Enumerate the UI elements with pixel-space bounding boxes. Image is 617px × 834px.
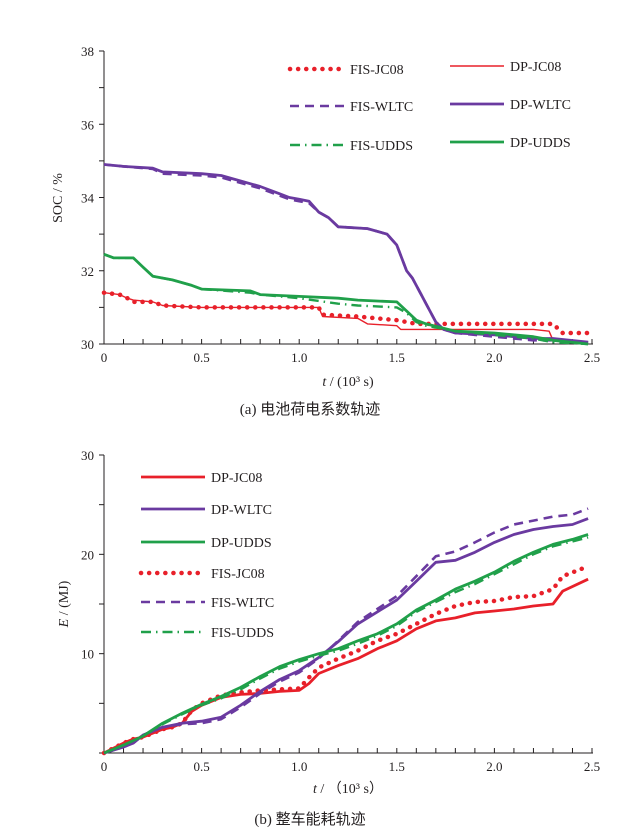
energy-x-axis-unit: / （10³ s） [317,781,383,797]
energy-x-axis-title: t / （10³ s） [313,781,383,797]
energy-legend-label: FIS-WLTC [211,596,274,611]
energy-series-fis-udds [103,536,589,755]
soc-y-tick-label: 36 [81,117,95,132]
energy-y-tick-label: 10 [81,647,94,662]
energy-series-dp-wltc [103,517,589,755]
energy-x-tick-label: 1.5 [389,759,405,774]
soc-x-tick-label: 1.5 [389,350,405,365]
energy-x-tick-label: 2.5 [584,759,600,774]
energy-caption: (b) 整车能耗轨迹 [254,811,365,828]
energy-y-tick-label: 30 [81,448,94,463]
soc-x-tick-label: 0 [101,350,108,365]
soc-x-tick-label: 0.5 [193,350,209,365]
energy-legend-item-dp-wltc: DP-WLTC [141,503,272,518]
energy-legend-label: FIS-UDDS [211,626,274,641]
energy-y-axis-unit: / (MJ) [57,580,72,618]
energy-axes [99,454,593,754]
soc-legend-label: DP-WLTC [510,98,571,113]
soc-legend-label: DP-JC08 [510,60,561,75]
energy-chart: 0 0.5 1.0 1.5 2.0 2.5 10 20 30 E / (MJ) t / （10³… [57,448,600,828]
energy-legend-item-fis-wltc: FIS-WLTC [141,596,274,611]
energy-y-tick-label: 20 [81,547,94,562]
soc-legend-item-dp-wltc: DP-WLTC [450,98,571,113]
soc-legend-label: FIS-JC08 [350,63,404,78]
energy-x-tick-label: 2.0 [486,759,502,774]
soc-legend: FIS-JC08 DP-JC08 FIS-WLTC DP-WLTC FIS-UDDS DP… [287,60,571,154]
energy-legend-item-dp-jc08: DP-JC08 [141,471,262,486]
energy-series-fis-wltc [103,507,589,755]
soc-legend-item-fis-jc08: FIS-JC08 [287,63,404,78]
soc-legend-label: DP-UDDS [510,136,571,151]
soc-series-lines [101,163,591,346]
soc-legend-item-dp-udds: DP-UDDS [450,136,571,151]
soc-y-tick-label: 32 [81,264,94,279]
energy-series-lines [101,507,591,756]
energy-legend-label: DP-JC08 [211,471,262,486]
soc-y-axis-title: SOC / % [51,173,66,223]
energy-x-tick-label: 1.0 [291,759,307,774]
soc-y-tick-label: 30 [81,337,94,352]
soc-legend-label: FIS-UDDS [350,139,413,154]
soc-legend-item-fis-wltc: FIS-WLTC [290,100,413,115]
energy-y-axis-var: E [57,618,72,628]
energy-series-fis-jc08 [101,564,591,756]
energy-legend: DP-JC08 DP-WLTC DP-UDDS FIS-JC08 FIS-WLTC FIS… [138,471,274,641]
soc-legend-item-dp-jc08: DP-JC08 [450,60,561,75]
energy-series-dp-jc08 [103,577,589,755]
soc-y-tick-label: 34 [81,191,95,206]
soc-series-fis-udds [103,253,589,346]
soc-series-dp-udds [103,252,589,346]
energy-legend-label: DP-UDDS [211,536,272,551]
soc-x-tick-label: 2.5 [584,350,600,365]
energy-x-tick-label: 0 [101,759,108,774]
energy-legend-label: DP-WLTC [211,503,272,518]
energy-legend-label: FIS-JC08 [211,567,265,582]
soc-caption: (a) 电池荷电系数轨迹 [240,401,380,418]
soc-y-tick-label: 38 [81,44,94,59]
soc-x-axis-var: t [322,375,327,390]
soc-series-fis-jc08 [101,290,591,336]
soc-tick-labels: 0 0.5 1.0 1.5 2.0 2.5 30 32 34 36 38 [81,44,600,365]
soc-axes [99,50,593,345]
energy-series-dp-udds [103,533,589,755]
soc-chart: 0 0.5 1.0 1.5 2.0 2.5 30 32 34 36 38 SOC / % t / (… [51,44,600,418]
soc-x-axis-unit: / (10³ s) [326,375,374,390]
soc-x-tick-label: 2.0 [486,350,502,365]
energy-y-axis-title: E / (MJ) [57,580,72,628]
energy-legend-item-dp-udds: DP-UDDS [141,536,272,551]
energy-x-tick-label: 0.5 [193,759,209,774]
energy-tick-labels: 0 0.5 1.0 1.5 2.0 2.5 10 20 30 [81,448,600,774]
soc-legend-label: FIS-WLTC [350,100,413,115]
energy-legend-item-fis-udds: FIS-UDDS [141,626,274,641]
soc-x-tick-label: 1.0 [291,350,307,365]
energy-x-axis-var: t [313,782,318,797]
soc-x-axis-title: t / (10³ s) [322,375,374,390]
soc-legend-item-fis-udds: FIS-UDDS [290,139,413,154]
energy-legend-item-fis-jc08: FIS-JC08 [138,567,265,582]
